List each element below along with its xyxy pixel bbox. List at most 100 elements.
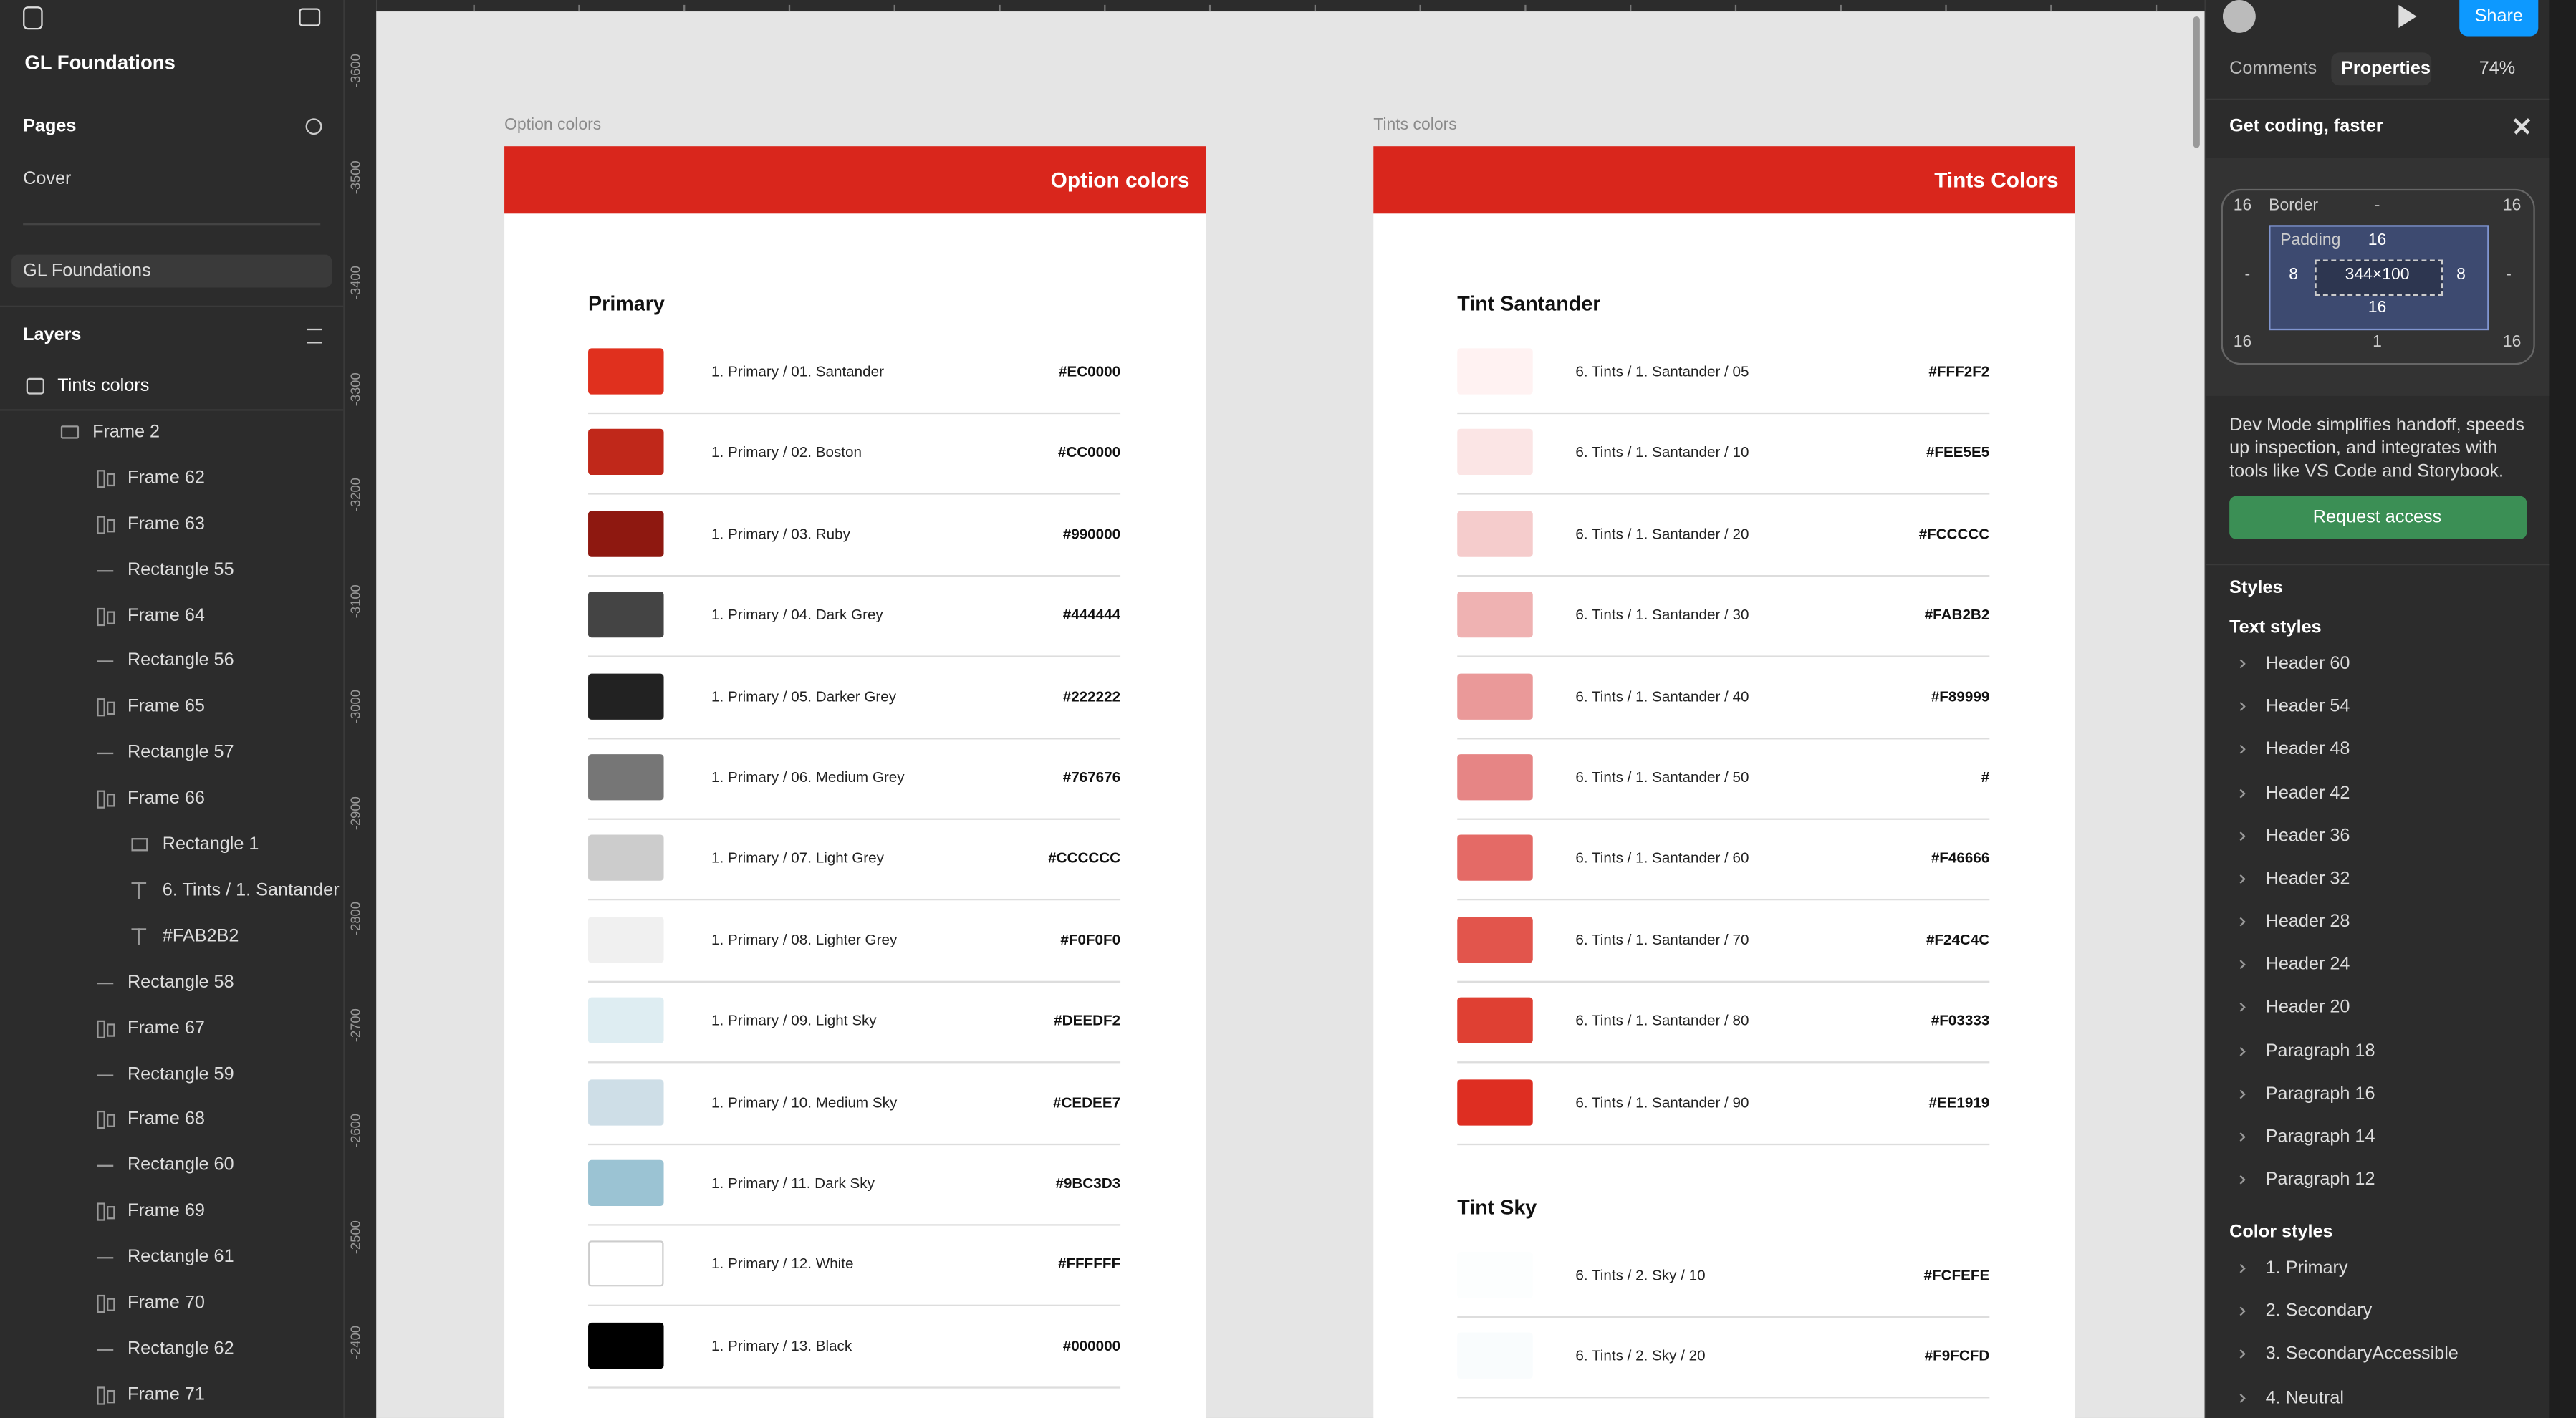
- ruler-label: -2400: [348, 1325, 363, 1359]
- sidebar-toggle[interactable]: [299, 8, 321, 26]
- layer-item[interactable]: Frame 66: [127, 788, 205, 809]
- page-selected[interactable]: [11, 254, 332, 288]
- layer-item[interactable]: Rectangle 1: [162, 834, 259, 855]
- layer-item[interactable]: Rectangle 55: [127, 559, 234, 579]
- text-style-item[interactable]: Header 36: [2265, 826, 2350, 846]
- layer-item[interactable]: Rectangle 56: [127, 651, 234, 671]
- divider: [2206, 98, 2550, 100]
- color-style-item[interactable]: 2. Secondary: [2265, 1301, 2373, 1322]
- color-name: 6. Tints / 1. Santander / 30: [1575, 607, 1749, 623]
- corner-radius: 16: [2502, 333, 2522, 352]
- search-icon[interactable]: [305, 118, 322, 135]
- zoom[interactable]: 74%: [2479, 59, 2516, 79]
- color-hex: #FCFEFE: [1923, 1265, 1990, 1283]
- ruler-tick: [1208, 4, 1211, 12]
- text-style-item[interactable]: Header 20: [2265, 998, 2350, 1018]
- frame-label[interactable]: Tints colors: [1373, 116, 1457, 135]
- layer-item[interactable]: Frame 63: [127, 513, 205, 534]
- layer-item[interactable]: Rectangle 61: [127, 1247, 234, 1268]
- text-style-item[interactable]: Paragraph 12: [2265, 1169, 2375, 1190]
- file-title[interactable]: GL Foundations: [24, 51, 176, 74]
- layer-item[interactable]: Frame 69: [127, 1201, 205, 1222]
- color-style-item[interactable]: 1. Primary: [2265, 1258, 2348, 1278]
- line-icon: [96, 1257, 113, 1259]
- text-icon: [138, 927, 140, 945]
- text-style-item[interactable]: Header 24: [2265, 955, 2350, 975]
- color-hex: #F03333: [1931, 1012, 1990, 1029]
- section-title: Tint Sky: [1457, 1195, 1537, 1219]
- share-button[interactable]: [2459, 0, 2539, 37]
- avatar[interactable]: [2222, 0, 2256, 33]
- layer-item[interactable]: #FAB2B2: [162, 926, 239, 947]
- layer-item[interactable]: Frame 2: [92, 422, 160, 442]
- color-hex: #CCCCCC: [1048, 850, 1121, 867]
- play-button[interactable]: [2398, 4, 2417, 29]
- text-style-item[interactable]: Header 48: [2265, 740, 2350, 760]
- tab[interactable]: Comments: [2229, 59, 2317, 79]
- row-divider: [1457, 899, 1990, 902]
- frame-label[interactable]: Option colors: [504, 116, 602, 135]
- text-style-item[interactable]: Header 42: [2265, 783, 2350, 803]
- text-style-item[interactable]: Header 32: [2265, 869, 2350, 889]
- layer-item[interactable]: Frame 65: [127, 697, 205, 717]
- layer-item[interactable]: Frame 70: [127, 1293, 205, 1313]
- layers-filter-icon[interactable]: [307, 328, 322, 344]
- layer-item[interactable]: Rectangle 60: [127, 1155, 234, 1176]
- layer-item[interactable]: Rectangle 62: [127, 1339, 234, 1359]
- layer-item[interactable]: Tints colors: [57, 376, 150, 396]
- layer-item[interactable]: Rectangle 58: [127, 972, 234, 993]
- color-hex: #767676: [1062, 768, 1121, 786]
- page-item[interactable]: Cover: [23, 169, 72, 189]
- auto-layout-icon: [96, 1294, 105, 1313]
- color-style-item[interactable]: 3. SecondaryAccessible: [2265, 1344, 2459, 1365]
- layer-item[interactable]: Frame 62: [127, 468, 205, 488]
- line-icon: [96, 1349, 113, 1351]
- figma-menu-icon[interactable]: [23, 6, 43, 30]
- text-style-item[interactable]: Paragraph 14: [2265, 1127, 2375, 1147]
- auto-layout-icon: [96, 1386, 105, 1405]
- line-icon: [96, 569, 113, 571]
- text-style-item[interactable]: Header 60: [2265, 654, 2350, 674]
- line-icon: [96, 982, 113, 984]
- auto-layout-icon: [106, 1206, 115, 1220]
- layer-item[interactable]: Frame 67: [127, 1018, 205, 1038]
- scrollbar[interactable]: [2193, 16, 2200, 148]
- swatch: [1457, 1079, 1533, 1125]
- auto-layout-icon: [106, 794, 115, 807]
- color-hex: #CEDEE7: [1052, 1094, 1121, 1111]
- layer-item[interactable]: Rectangle 57: [127, 743, 234, 763]
- row-divider: [588, 493, 1121, 496]
- page-item[interactable]: GL Foundations: [23, 261, 151, 281]
- row-divider: [588, 1224, 1121, 1226]
- text-style-item[interactable]: Header 28: [2265, 912, 2350, 932]
- tab[interactable]: Properties: [2341, 59, 2431, 79]
- ruler-label: -3500: [348, 160, 363, 194]
- line-icon: [96, 661, 113, 663]
- text-style-item[interactable]: Header 54: [2265, 697, 2350, 717]
- layer-item[interactable]: 6. Tints / 1. Santander / 3: [162, 880, 343, 901]
- text-style-item[interactable]: Paragraph 18: [2265, 1041, 2375, 1061]
- ruler-tick: [1734, 4, 1737, 12]
- layer-item[interactable]: Rectangle 59: [127, 1064, 234, 1084]
- row-divider: [588, 1386, 1121, 1389]
- ruler-tick: [1840, 4, 1842, 12]
- rectangle-icon: [131, 838, 148, 852]
- layer-item[interactable]: Frame 64: [127, 605, 205, 625]
- layer-item[interactable]: Frame 68: [127, 1109, 205, 1130]
- border-top: -: [2374, 197, 2380, 216]
- color-hex: #F24C4C: [1926, 931, 1990, 948]
- frame-header: [504, 146, 1206, 214]
- styles-title: Styles: [2229, 578, 2283, 599]
- line-icon: [96, 1165, 113, 1167]
- request-access-button[interactable]: [2229, 496, 2527, 539]
- color-hex: #F9FCFD: [1924, 1347, 1990, 1364]
- corner-radius: 16: [2233, 197, 2252, 216]
- text-style-item[interactable]: Paragraph 16: [2265, 1084, 2375, 1104]
- color-name: 6. Tints / 1. Santander / 40: [1575, 688, 1749, 705]
- layer-item[interactable]: Frame 71: [127, 1384, 205, 1405]
- color-style-item[interactable]: 4. Neutral: [2265, 1387, 2345, 1408]
- color-name: 1. Primary / 09. Light Sky: [711, 1012, 877, 1029]
- padding-label: Padding: [2280, 231, 2341, 250]
- color-hex: #EE1919: [1928, 1094, 1990, 1111]
